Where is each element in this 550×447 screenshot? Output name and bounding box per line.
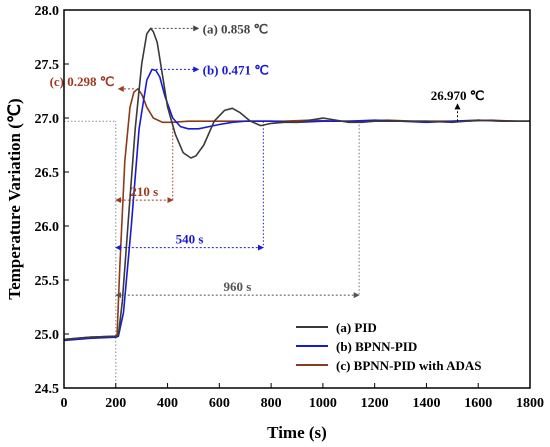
x-tick-label: 1200 <box>361 396 389 411</box>
legend-label-0: (a) PID <box>336 320 377 335</box>
y-tick-label: 27.5 <box>35 58 60 73</box>
annotations: (a) 0.858 ℃ (b) 0.471 ℃ (c) 0.298 ℃ 26.970 … <box>50 21 485 299</box>
legend-box <box>290 313 520 379</box>
x-tick-label: 1000 <box>309 396 337 411</box>
legend-label-2: (c) BPNN-PID with ADAS <box>336 358 482 373</box>
plot-frame <box>63 9 531 389</box>
settle_adas-label: 210 s <box>130 184 158 199</box>
x-tick-label: 1800 <box>516 396 544 411</box>
x-tick-label: 600 <box>209 396 230 411</box>
settle_pid-label: 960 s <box>224 279 252 294</box>
x-tick-label: 1600 <box>464 396 492 411</box>
x-tick-label: 800 <box>261 396 282 411</box>
y-ticks: 24.5 25.0 25.5 26.0 26.5 27.0 27.5 28.0 <box>35 4 69 397</box>
y-tick-label: 25.0 <box>35 328 60 343</box>
series-line-2 <box>63 88 530 341</box>
y-tick-label: 27.0 <box>35 112 60 127</box>
y-tick-label: 26.0 <box>35 220 60 235</box>
overshoot-pid-label: (a) 0.858 ℃ <box>203 21 269 36</box>
y-tick-label: 25.5 <box>35 274 60 289</box>
y-axis-label: Temperature Variation (℃) <box>5 98 24 299</box>
x-tick-label: 200 <box>105 396 126 411</box>
x-tick-label: 0 <box>61 396 68 411</box>
overshoot-adas-label: (c) 0.298 ℃ <box>50 74 115 89</box>
x-tick-label: 1400 <box>412 396 440 411</box>
y-tick-label: 26.5 <box>35 166 60 181</box>
x-axis-label: Time (s) <box>267 423 327 442</box>
reference-lines <box>64 120 360 388</box>
settle_bpnn-label: 540 s <box>176 232 204 247</box>
legend: (a) PID (b) BPNN-PID (c) BPNN-PID with ADA… <box>290 313 520 379</box>
x-tick-label: 400 <box>157 396 178 411</box>
series-line-1 <box>63 68 530 342</box>
y-tick-label: 24.5 <box>35 382 60 397</box>
legend-label-1: (b) BPNN-PID <box>336 339 417 354</box>
y-tick-label: 28.0 <box>35 4 60 19</box>
overshoot-bpnn-label: (b) 0.471 ℃ <box>203 62 269 77</box>
steady-state-label: 26.970 ℃ <box>431 88 485 103</box>
series-line-0 <box>63 27 530 341</box>
x-ticks: 0 200 400 600 800 1000 1200 1400 1600 1800 <box>61 383 544 411</box>
